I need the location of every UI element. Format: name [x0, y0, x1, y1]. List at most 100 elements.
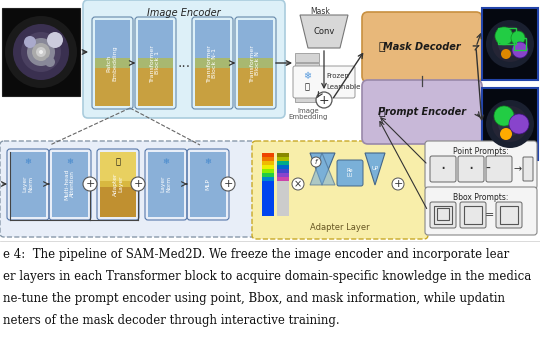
Text: Transformer
Block N: Transformer Block N	[249, 44, 260, 82]
Bar	[195, 58, 230, 68]
Polygon shape	[365, 153, 385, 185]
FancyBboxPatch shape	[337, 160, 363, 186]
FancyBboxPatch shape	[458, 156, 484, 182]
Bar	[277, 157, 289, 192]
Circle shape	[292, 178, 304, 190]
Circle shape	[512, 42, 528, 58]
Text: UP: UP	[372, 167, 379, 171]
Circle shape	[498, 32, 522, 56]
Text: →: →	[514, 164, 522, 174]
Text: =: =	[485, 210, 495, 220]
Text: 🔥: 🔥	[379, 42, 386, 52]
FancyBboxPatch shape	[293, 66, 355, 98]
FancyBboxPatch shape	[523, 157, 533, 181]
Text: Conv: Conv	[313, 28, 335, 36]
Text: Patch
Embedding: Patch Embedding	[106, 45, 117, 81]
Text: +: +	[224, 179, 233, 189]
Bar	[10, 152, 46, 184]
Bar	[437, 208, 449, 220]
Text: ...: ...	[178, 56, 191, 70]
Bar	[10, 184, 46, 217]
Bar	[277, 165, 289, 200]
Bar	[295, 53, 319, 62]
Bar	[52, 184, 88, 217]
Bar	[138, 20, 173, 63]
Text: -: -	[485, 162, 490, 176]
Bar	[238, 63, 273, 106]
Circle shape	[495, 27, 513, 45]
Bar	[277, 153, 289, 188]
Circle shape	[486, 100, 534, 148]
Circle shape	[492, 106, 528, 142]
Bar	[190, 184, 226, 217]
Circle shape	[501, 49, 511, 59]
Text: er layers in each Transformer block to acquire domain-specific knowledge in the : er layers in each Transformer block to a…	[3, 270, 531, 283]
Text: Layer
Norm: Layer Norm	[160, 176, 171, 192]
Bar	[195, 63, 230, 106]
Text: MLP: MLP	[206, 178, 211, 190]
Bar	[100, 184, 136, 217]
Bar	[482, 88, 538, 160]
Bar	[190, 152, 226, 217]
FancyBboxPatch shape	[430, 202, 456, 228]
Bar	[238, 58, 273, 68]
Text: Mask: Mask	[310, 6, 330, 16]
Circle shape	[494, 106, 514, 126]
Text: 🔥: 🔥	[305, 83, 309, 91]
Text: Frozen: Frozen	[326, 73, 349, 79]
Text: Bbox Prompts:: Bbox Prompts:	[453, 193, 509, 203]
Bar	[100, 152, 136, 184]
Text: e 4:  The pipeline of SAM-Med2D. We freeze the image encoder and incorporate lea: e 4: The pipeline of SAM-Med2D. We freez…	[3, 248, 509, 261]
Bar	[262, 169, 274, 204]
Bar	[262, 157, 274, 192]
Text: Re
LU: Re LU	[347, 168, 353, 178]
Bar	[190, 152, 226, 184]
FancyBboxPatch shape	[252, 141, 428, 239]
Text: Image Encoder: Image Encoder	[147, 8, 221, 18]
Bar	[238, 20, 273, 63]
Text: +: +	[393, 179, 403, 189]
Bar	[95, 58, 130, 68]
Text: Learnable: Learnable	[326, 84, 360, 90]
Text: f: f	[315, 159, 318, 165]
Bar	[277, 169, 289, 204]
Circle shape	[511, 31, 525, 45]
Bar	[262, 177, 274, 212]
Text: Layer
Norm: Layer Norm	[23, 176, 33, 192]
Bar	[464, 206, 482, 224]
Circle shape	[45, 57, 55, 67]
Circle shape	[492, 26, 528, 62]
FancyBboxPatch shape	[83, 0, 285, 118]
Bar	[10, 152, 46, 217]
Text: +: +	[133, 179, 143, 189]
Bar	[262, 173, 274, 208]
Circle shape	[498, 112, 522, 136]
Circle shape	[83, 177, 97, 191]
Bar	[295, 83, 319, 92]
Bar	[52, 152, 88, 217]
Bar	[100, 181, 136, 187]
Bar	[100, 184, 136, 217]
Circle shape	[39, 50, 43, 54]
Text: ❄: ❄	[24, 157, 31, 167]
Bar	[95, 63, 130, 106]
Bar	[295, 73, 319, 82]
Bar	[262, 181, 274, 216]
Bar	[195, 20, 230, 63]
Text: ❄: ❄	[163, 157, 170, 167]
Text: Adapter
Layer: Adapter Layer	[113, 172, 124, 196]
FancyBboxPatch shape	[460, 202, 486, 228]
FancyBboxPatch shape	[496, 202, 522, 228]
Circle shape	[32, 43, 50, 61]
Bar	[95, 20, 130, 63]
Text: Point Prompts:: Point Prompts:	[453, 148, 509, 156]
Text: neters of the mask decoder through interactive training.: neters of the mask decoder through inter…	[3, 314, 340, 327]
Bar	[295, 93, 319, 102]
Text: 🔥: 🔥	[379, 107, 386, 117]
Bar	[138, 58, 173, 68]
Text: +: +	[319, 94, 329, 106]
Text: Image
Embedding: Image Embedding	[288, 107, 328, 120]
Bar	[277, 173, 289, 208]
Text: Adapter Layer: Adapter Layer	[310, 223, 370, 233]
Bar	[0, 0, 540, 240]
